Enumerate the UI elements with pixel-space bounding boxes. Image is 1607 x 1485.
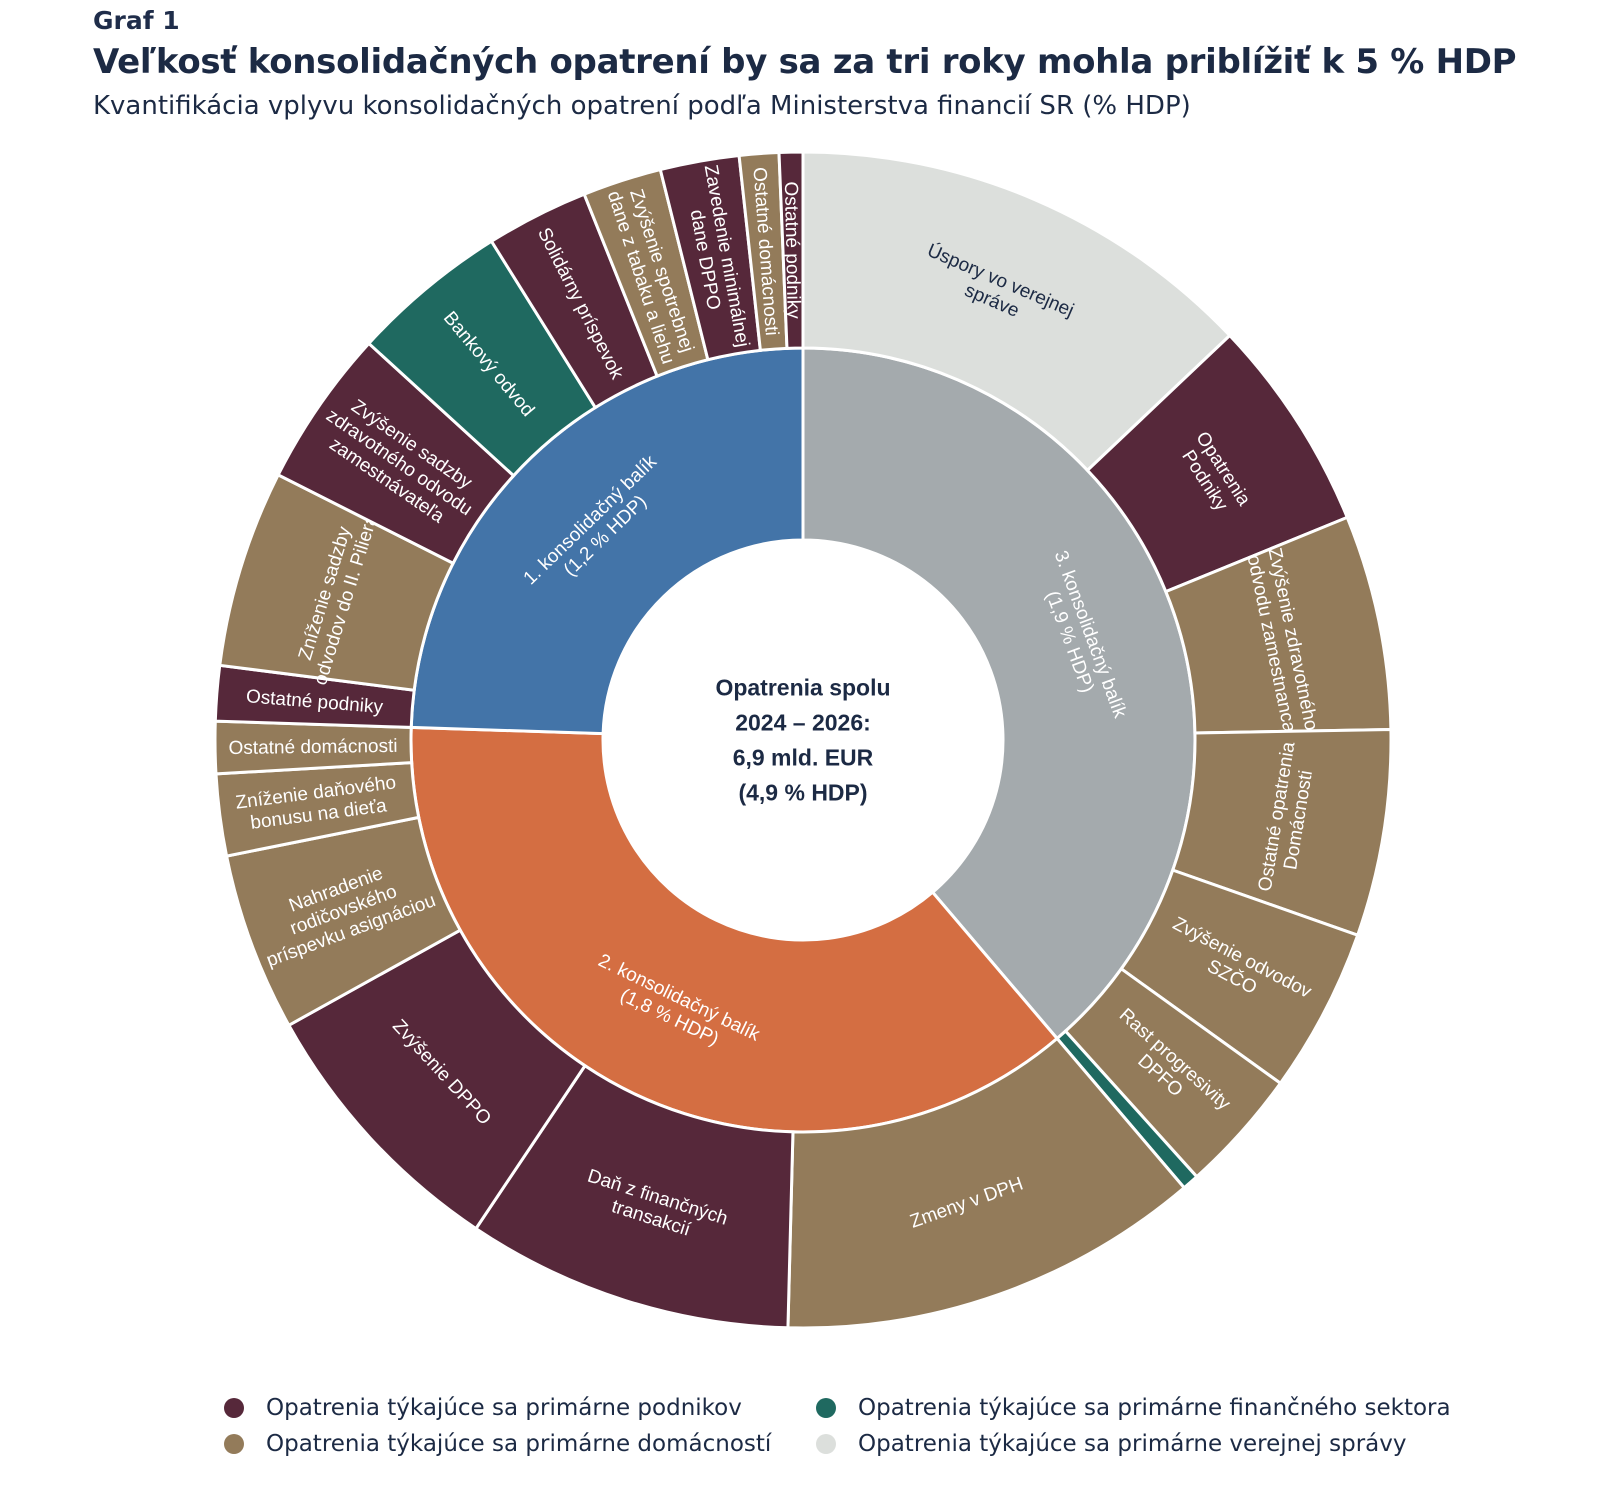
legend-swatch-podniky [224,1398,244,1418]
outer-label-ostatne-podniky: Ostatné podniky [780,181,804,319]
legend-swatch-domacnosti [224,1434,244,1454]
legend-swatch-financny-sektor [816,1398,836,1418]
legend-item-domacnosti: Opatrenia týkajúce sa primárne domácnost… [224,1431,771,1457]
outer-segment-ostatne-podniky [777,150,805,350]
legend-swatch-verejna-sprava [816,1434,836,1454]
chart-subtitle: Kvantifikácia vplyvu konsolidačných opat… [93,91,1191,121]
figure-number: Graf 1 [93,6,180,35]
legend-item-verejna-sprava: Opatrenia týkajúce sa primárne verejnej … [816,1431,1406,1457]
legend-item-financny-sektor: Opatrenia týkajúce sa primárne finančnéh… [816,1395,1451,1421]
center-total-label: Opatrenia spolu 2024 – 2026: 6,9 mld. EUR(… [715,675,890,806]
legend-label-financny-sektor: Opatrenia týkajúce sa primárne finančnéh… [858,1395,1451,1421]
chart-legend: Opatrenia týkajúce sa primárne podnikov … [0,1395,1607,1485]
chart-center [604,541,1002,939]
sunburst-chart: Úspory vo verejnejspráveOpatreniaPodniky… [213,150,1393,1330]
chart-title: Veľkosť konsolidačných opatrení by sa za… [93,42,1517,82]
legend-item-podniky: Opatrenia týkajúce sa primárne podnikov [224,1395,742,1421]
legend-label-podniky: Opatrenia týkajúce sa primárne podnikov [266,1395,742,1421]
legend-label-verejna-sprava: Opatrenia týkajúce sa primárne verejnej … [858,1431,1407,1457]
legend-label-domacnosti: Opatrenia týkajúce sa primárne domácnost… [266,1431,772,1457]
outer-label-ostatne-domacnosti: Ostatné domácnosti [228,736,397,759]
